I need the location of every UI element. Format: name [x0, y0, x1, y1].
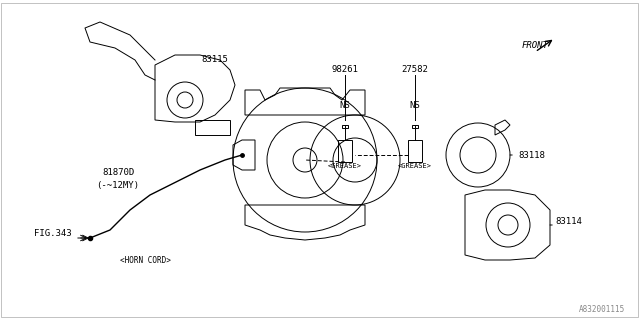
- Text: 83115: 83115: [202, 55, 228, 64]
- Text: NS: NS: [340, 101, 350, 110]
- Text: A832001115: A832001115: [579, 305, 625, 314]
- Text: 81870D: 81870D: [102, 168, 134, 177]
- Text: (-~12MY): (-~12MY): [97, 181, 140, 190]
- Text: 83114: 83114: [555, 218, 582, 227]
- Text: 27582: 27582: [401, 65, 428, 74]
- Text: FRONT: FRONT: [522, 41, 548, 50]
- Text: <GREASE>: <GREASE>: [398, 163, 432, 169]
- Text: <GREASE>: <GREASE>: [328, 163, 362, 169]
- Text: NS: NS: [410, 101, 420, 110]
- Text: <HORN CORD>: <HORN CORD>: [120, 256, 170, 265]
- Text: FIG.343: FIG.343: [35, 229, 72, 238]
- Text: 83118: 83118: [518, 150, 545, 159]
- Text: 98261: 98261: [332, 65, 358, 74]
